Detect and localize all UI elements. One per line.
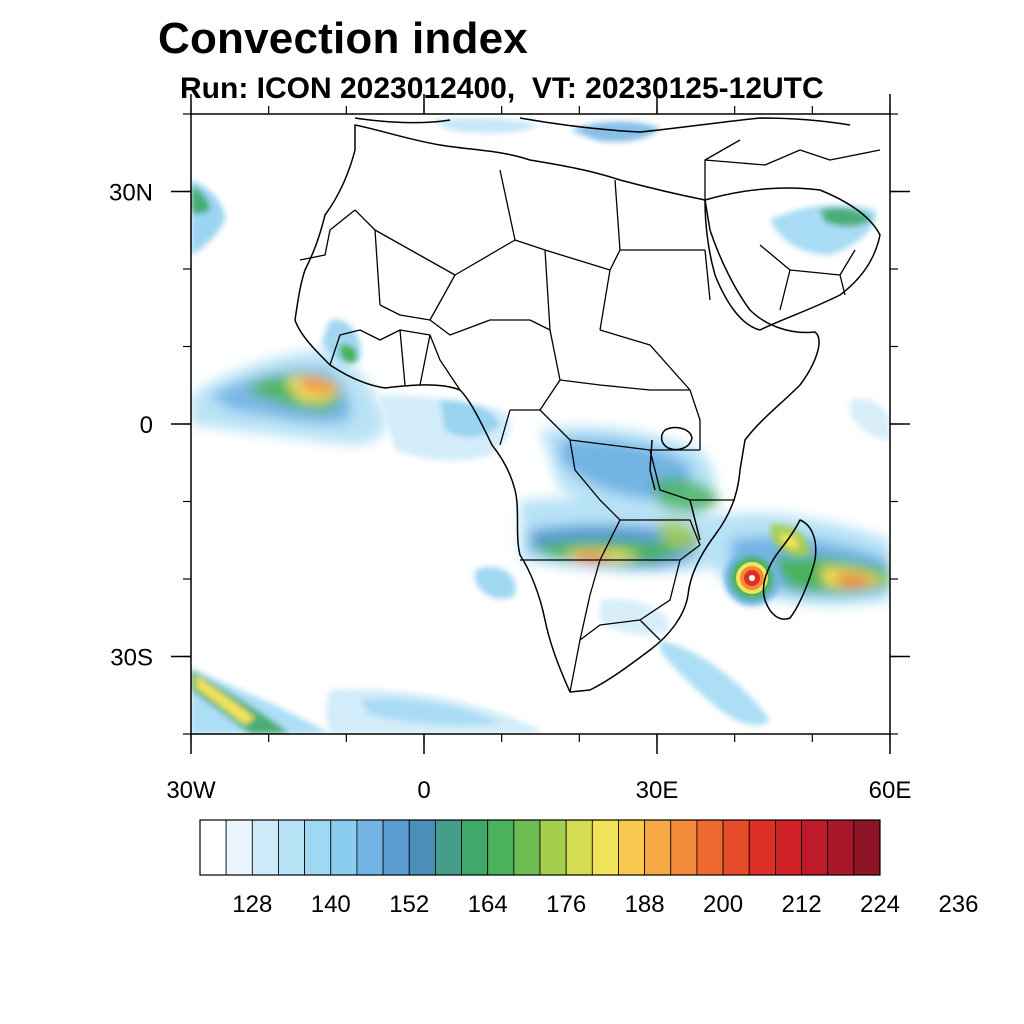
colorbar-swatch [722,819,750,876]
lat-tick-label: 30N [109,180,153,207]
colorbar-swatch [748,819,776,876]
colorbar-label: 140 [311,891,351,918]
colorbar-label: 200 [703,891,743,918]
colorbar-swatch [853,819,881,876]
colorbar-swatch [539,819,567,876]
colorbar-label: 128 [232,891,272,918]
colorbar-label: 212 [782,891,822,918]
colorbar-swatch [591,819,619,876]
arabia-borders [704,139,881,311]
colorbar-swatch [304,819,332,876]
lake-tanganyika [649,439,656,491]
colorbar-swatch [513,819,541,876]
colorbar-label: 164 [468,891,508,918]
africa-coastline [294,124,820,693]
colorbar-swatch [434,819,462,876]
lon-tick-label: 60E [869,777,912,804]
colorbar-swatch [199,819,227,876]
map-subtitle: Run: ICON 2023012400, VT: 20230125-12UTC [180,72,824,105]
lake-malawi [689,499,701,541]
lat-tick-label: 0 [140,412,153,439]
colorbar-frame [199,819,881,876]
arabia-coastline [704,187,881,331]
lake-victoria [660,426,693,451]
colorbar-swatch [382,819,410,876]
colorbar-swatch [670,819,698,876]
colorbar-swatch [356,819,384,876]
colorbar: 128 140 152 164 176 188 200 212 224 236 [199,819,978,918]
lat-tick-label: 30S [110,645,153,672]
page-title: Convection index [158,14,528,63]
colorbar-label: 176 [546,891,586,918]
colorbar-label: 188 [625,891,665,918]
colorbar-swatch [461,819,489,876]
colorbar-swatch [644,819,672,876]
lon-tick-label: 0 [417,777,430,804]
colorbar-swatch [278,819,306,876]
lon-tick-label: 30E [636,777,679,804]
colorbar-swatch [774,819,802,876]
colorbar-swatch [827,819,855,876]
madagascar-coastline [762,519,817,620]
lon-tick-label: 30W [166,777,216,804]
colorbar-label: 224 [860,891,900,918]
colorbar-swatch [487,819,515,876]
tropical-cyclone [724,550,780,606]
colorbar-swatch [618,819,646,876]
colorbar-swatch [330,819,358,876]
colorbar-swatch [225,819,253,876]
colorbar-swatch [408,819,436,876]
colorbar-label: 152 [389,891,429,918]
colorbar-label: 236 [938,891,978,918]
colorbar-swatch [696,819,724,876]
border-lines [299,169,735,693]
colorbar-swatch [801,819,829,876]
colorbar-swatch [565,819,593,876]
europe-coastline [354,117,851,133]
map-axes: 30W 0 30E 60E 30N 0 30S [109,94,911,804]
colorbar-swatch [251,819,279,876]
coastlines-borders [294,117,881,693]
